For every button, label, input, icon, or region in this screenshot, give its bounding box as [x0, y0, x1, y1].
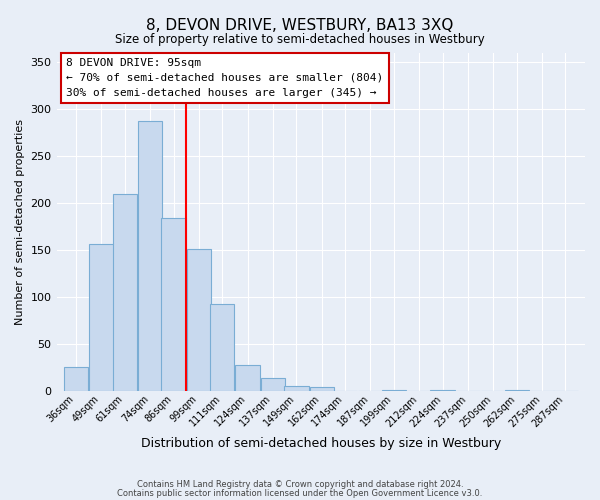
Bar — [261, 378, 285, 391]
Bar — [310, 387, 334, 391]
Bar — [89, 244, 113, 391]
Y-axis label: Number of semi-detached properties: Number of semi-detached properties — [15, 118, 25, 324]
Bar — [187, 249, 211, 391]
Text: Contains HM Land Registry data © Crown copyright and database right 2024.: Contains HM Land Registry data © Crown c… — [137, 480, 463, 489]
Bar — [284, 386, 308, 391]
Bar — [64, 368, 88, 391]
Bar — [430, 390, 455, 391]
Bar — [382, 390, 406, 391]
Bar — [138, 121, 163, 391]
Text: Size of property relative to semi-detached houses in Westbury: Size of property relative to semi-detach… — [115, 32, 485, 46]
Bar — [113, 194, 137, 391]
Text: 8 DEVON DRIVE: 95sqm
← 70% of semi-detached houses are smaller (804)
30% of semi: 8 DEVON DRIVE: 95sqm ← 70% of semi-detac… — [66, 58, 383, 98]
Text: 8, DEVON DRIVE, WESTBURY, BA13 3XQ: 8, DEVON DRIVE, WESTBURY, BA13 3XQ — [146, 18, 454, 32]
Bar — [210, 304, 235, 391]
X-axis label: Distribution of semi-detached houses by size in Westbury: Distribution of semi-detached houses by … — [140, 437, 501, 450]
Bar — [505, 390, 529, 391]
Text: Contains public sector information licensed under the Open Government Licence v3: Contains public sector information licen… — [118, 488, 482, 498]
Bar — [161, 218, 186, 391]
Bar — [235, 364, 260, 391]
